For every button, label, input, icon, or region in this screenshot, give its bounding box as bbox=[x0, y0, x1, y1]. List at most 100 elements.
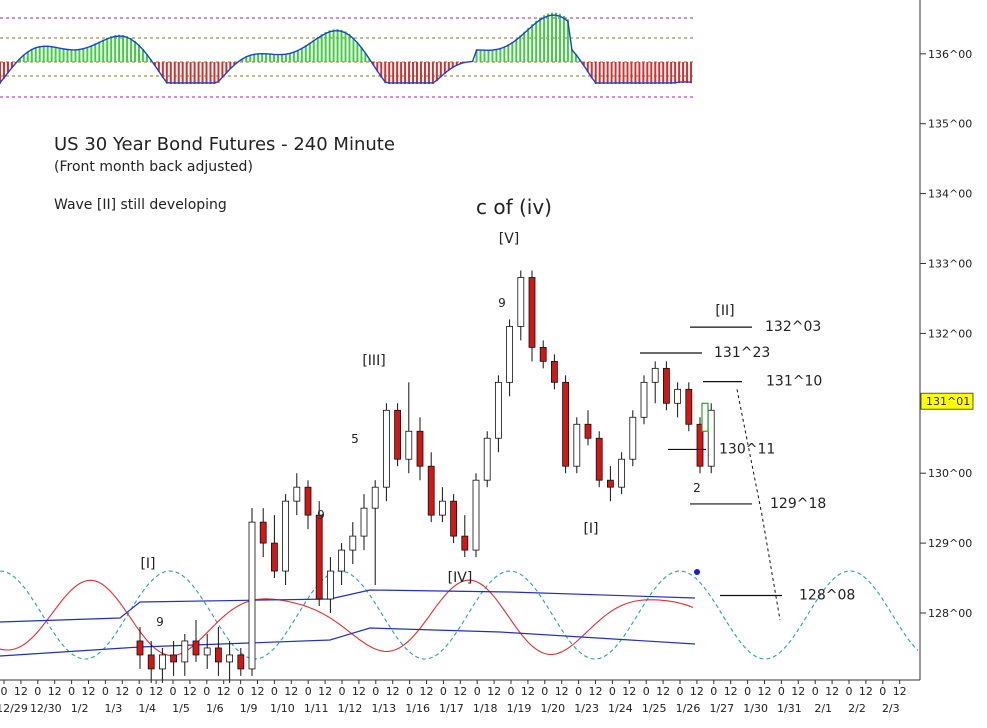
time-tick-label: 0 bbox=[643, 685, 650, 698]
candle-down bbox=[663, 367, 670, 404]
time-tick-label: 0 bbox=[34, 685, 41, 698]
current-price-label: 131^01 bbox=[926, 395, 970, 408]
price-tick-label: 129^00 bbox=[928, 537, 972, 550]
time-tick-label: 0 bbox=[68, 685, 75, 698]
time-tick-label: 12 bbox=[149, 685, 163, 698]
date-label: 1/5 bbox=[172, 702, 190, 715]
time-tick-label: 12 bbox=[251, 685, 265, 698]
current-price-tag bbox=[920, 392, 974, 410]
candle-down bbox=[170, 654, 178, 663]
candle-up bbox=[282, 500, 290, 572]
candle-down bbox=[539, 346, 547, 362]
time-tick-label: 0 bbox=[474, 685, 481, 698]
date-label: 1/10 bbox=[270, 702, 295, 715]
time-tick-label: 0 bbox=[1, 685, 8, 698]
count-label: 9 bbox=[156, 615, 164, 629]
date-label: 2/1 bbox=[814, 702, 832, 715]
wave-label: [V] bbox=[499, 231, 520, 247]
time-tick-label: 0 bbox=[203, 685, 210, 698]
time-tick-label: 0 bbox=[744, 685, 751, 698]
time-tick-label: 0 bbox=[541, 685, 548, 698]
candle-up bbox=[651, 367, 659, 383]
candle-down bbox=[685, 388, 693, 425]
wave-label: c of (iv) bbox=[476, 195, 552, 219]
time-tick-label: 12 bbox=[217, 685, 231, 698]
candle-up bbox=[181, 640, 189, 663]
time-tick-label: 0 bbox=[846, 685, 853, 698]
chart-subtitle: (Front month back adjusted) bbox=[54, 159, 253, 175]
time-tick-label: 0 bbox=[170, 685, 177, 698]
time-tick-label: 12 bbox=[521, 685, 535, 698]
candle-up bbox=[438, 500, 446, 516]
time-tick-label: 12 bbox=[487, 685, 501, 698]
time-tick-label: 0 bbox=[339, 685, 346, 698]
band-lower bbox=[0, 627, 696, 657]
time-tick-label: 12 bbox=[825, 685, 839, 698]
wave-label: [I] bbox=[140, 556, 155, 572]
time-tick-label: 12 bbox=[859, 685, 873, 698]
time-tick-label: 12 bbox=[758, 685, 772, 698]
price-levels: 132^03 131^23 131^10 130^11 129^18 128^08 bbox=[640, 319, 855, 621]
time-tick-label: 12 bbox=[352, 685, 366, 698]
date-label: 1/24 bbox=[608, 702, 633, 715]
time-tick-label: 0 bbox=[440, 685, 447, 698]
time-tick-label: 0 bbox=[609, 685, 616, 698]
time-tick-label: 12 bbox=[386, 685, 400, 698]
candle-down bbox=[427, 465, 435, 516]
time-tick-label: 0 bbox=[305, 685, 312, 698]
time-tick-label: 0 bbox=[372, 685, 379, 698]
candle-down bbox=[595, 437, 603, 481]
time-tick-label: 12 bbox=[589, 685, 603, 698]
candle-up bbox=[483, 437, 491, 481]
time-tick-label: 0 bbox=[136, 685, 143, 698]
time-tick-label: 12 bbox=[284, 685, 298, 698]
date-label: 1/4 bbox=[138, 702, 156, 715]
date-label: 12/29 bbox=[0, 702, 28, 715]
count-label: 9 bbox=[498, 296, 506, 310]
time-tick-label: 0 bbox=[575, 685, 582, 698]
chart-note: Wave [II] still developing bbox=[54, 197, 227, 213]
candle-up bbox=[640, 381, 648, 418]
projection-path bbox=[736, 389, 781, 621]
date-label: 1/16 bbox=[405, 702, 430, 715]
candle-down bbox=[315, 514, 323, 600]
candle-up bbox=[517, 277, 525, 327]
date-label: 1/9 bbox=[240, 702, 258, 715]
candle-down bbox=[416, 430, 424, 467]
time-tick-label: 12 bbox=[82, 685, 96, 698]
time-tick-label: 0 bbox=[812, 685, 819, 698]
price-tick-label: 132^00 bbox=[928, 327, 972, 340]
candle-up bbox=[203, 647, 211, 656]
time-tick-label: 12 bbox=[14, 685, 28, 698]
candle-down bbox=[461, 535, 469, 551]
oscillator-panel bbox=[0, 12, 695, 98]
wave-label: [I] bbox=[583, 521, 598, 537]
time-tick-label: 12 bbox=[690, 685, 704, 698]
time-tick-label: 0 bbox=[102, 685, 109, 698]
candle-down bbox=[450, 500, 458, 537]
candle-down bbox=[304, 486, 312, 516]
candle-up bbox=[248, 521, 256, 670]
time-tick-label: 12 bbox=[183, 685, 197, 698]
price-tick-label: 135^00 bbox=[928, 118, 972, 131]
level-label: 130^11 bbox=[719, 441, 775, 457]
candle-down bbox=[696, 423, 704, 467]
date-label: 1/17 bbox=[439, 702, 464, 715]
candle-up bbox=[349, 535, 357, 551]
time-axis: 0 12 0 12 0 12 0 12 0 12 0 12 0 12 0 12 0 12 0 12 0 12 0 12 0 12 0… bbox=[0, 679, 920, 715]
candle-up bbox=[338, 549, 346, 572]
date-label: 1/26 bbox=[676, 702, 701, 715]
candle-down bbox=[136, 640, 144, 656]
candle-up bbox=[371, 486, 379, 509]
date-label: 12/30 bbox=[30, 702, 62, 715]
level-label: 131^23 bbox=[714, 345, 770, 361]
level-label: 131^10 bbox=[766, 374, 822, 390]
candle-down bbox=[562, 381, 569, 467]
cycle-wave bbox=[0, 570, 919, 660]
candle-up bbox=[674, 388, 681, 404]
time-tick-label: 12 bbox=[893, 685, 907, 698]
candle-down bbox=[270, 542, 278, 572]
candle-down bbox=[259, 521, 267, 544]
date-label: 1/6 bbox=[206, 702, 224, 715]
